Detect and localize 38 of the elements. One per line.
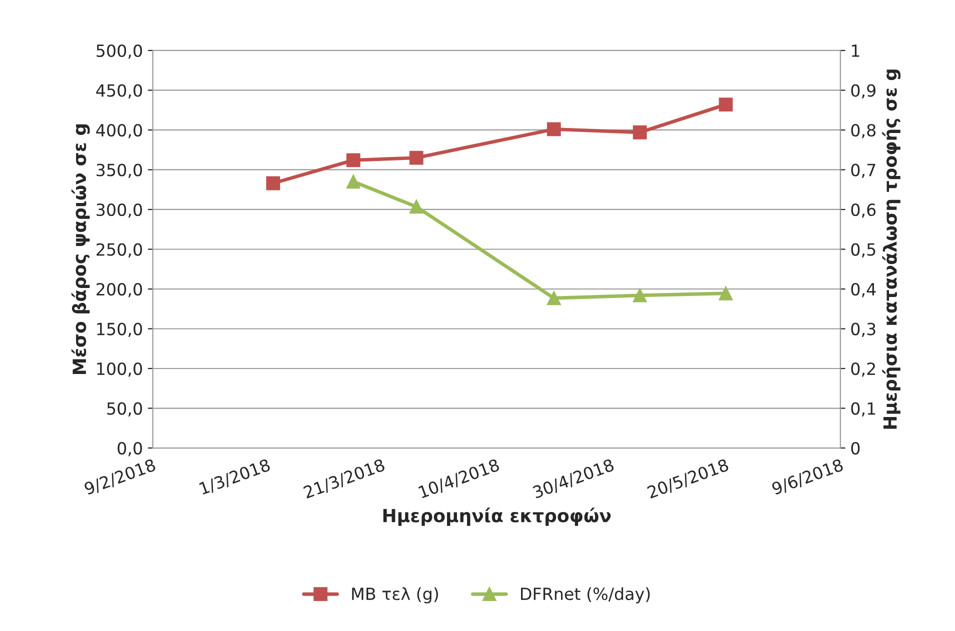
x-axis-title: Ημερομηνία εκτροφών [383, 508, 611, 526]
y2-tick-label: 0,3 [851, 322, 876, 338]
y2-tick-label: 0,7 [851, 164, 876, 178]
y2-tick-label: 0 [851, 442, 860, 455]
point [266, 176, 280, 190]
y-tick-label: 500,0 [96, 44, 142, 59]
y-tick-label: 100,0 [97, 362, 142, 377]
y2-tick-label: 1 [852, 44, 860, 57]
point [409, 200, 424, 214]
y2-tick-label: 0,5 [851, 243, 876, 258]
y-tick-label: 400,0 [96, 124, 142, 138]
y-tick-label: 350,0 [96, 164, 142, 178]
y2-axis-title: Ημερήσια κατανάλωση τροφής σε g [882, 70, 901, 429]
y-tick-label: 300,0 [96, 203, 142, 218]
y2-tick-label: 0,8 [851, 124, 876, 138]
point [718, 98, 733, 112]
y-tick-label: 450,0 [96, 84, 142, 99]
y-axis-title: Μέσο βάρος ψαριών σε g [71, 124, 90, 374]
y-tick-label: 50,0 [107, 402, 142, 417]
y-tick-label: 250,0 [96, 243, 142, 258]
y-tick-label: 0,0 [118, 442, 142, 456]
y-tick-label: 200,0 [96, 282, 142, 298]
point [718, 286, 733, 300]
y-tick-label: 150,0 [97, 322, 142, 338]
point [632, 125, 647, 140]
legend-label: DFRnet (%/day) [521, 587, 650, 604]
point [346, 153, 360, 168]
y2-tick-label: 0,2 [851, 362, 875, 377]
y2-tick-label: 0,6 [851, 203, 876, 218]
point [546, 291, 561, 306]
point [346, 174, 360, 189]
point [546, 122, 561, 136]
point [632, 288, 647, 302]
y2-tick-label: 0,9 [851, 84, 876, 99]
legend-label: MB τελ (g) [352, 587, 438, 604]
point [409, 150, 424, 165]
y2-tick-label: 0,1 [851, 402, 876, 417]
y2-tick-label: 0,4 [851, 282, 876, 298]
